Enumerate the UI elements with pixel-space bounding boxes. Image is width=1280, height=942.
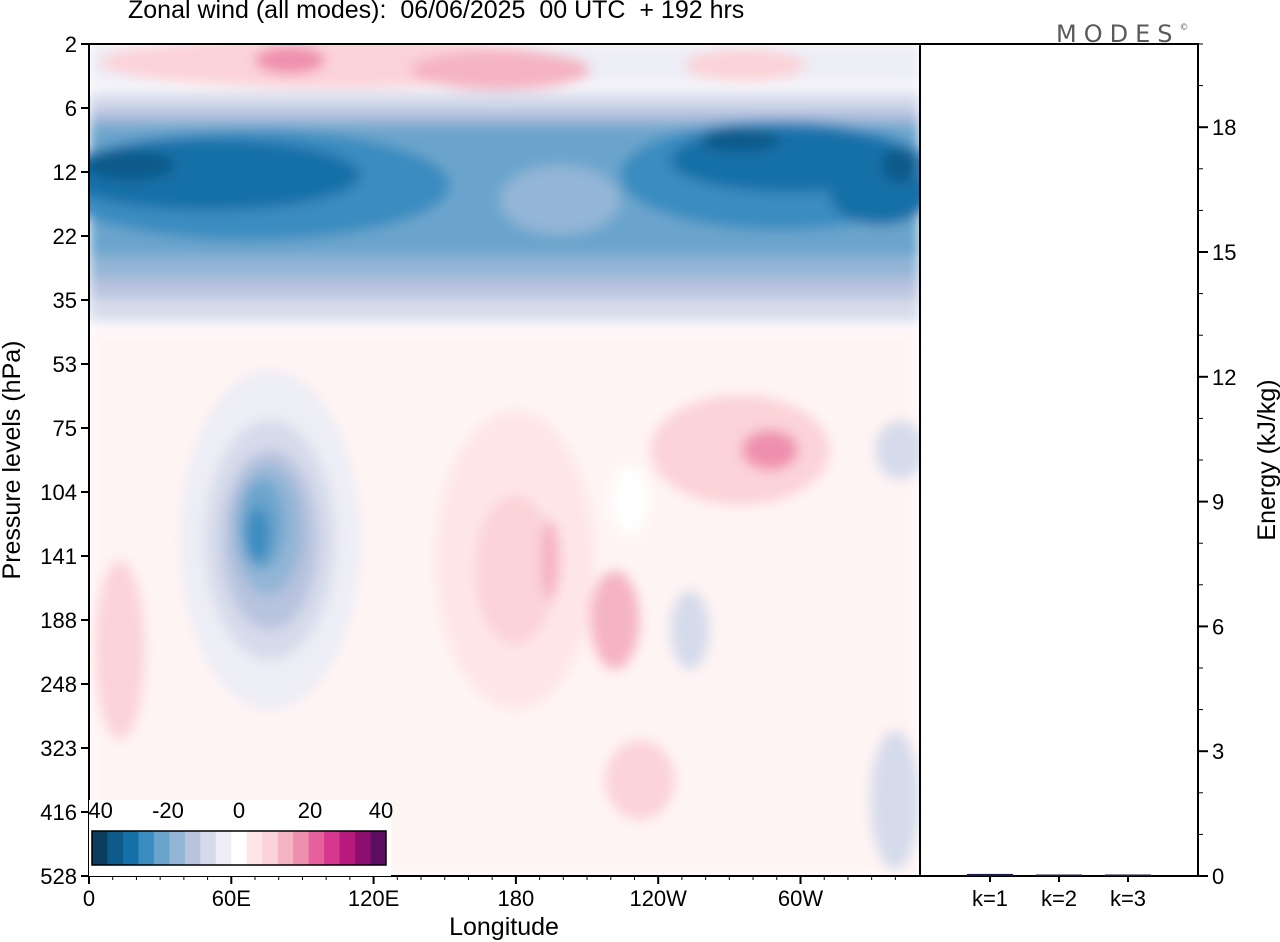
y-tick-label: 188	[40, 608, 77, 633]
colorbar-swatch	[231, 831, 248, 865]
y-tick-label: 248	[40, 672, 77, 697]
field-lower-pink-east-core	[742, 430, 798, 470]
field-lower-pink-west	[95, 560, 145, 740]
colorbar-swatch	[153, 831, 170, 865]
x-tick-label: 120E	[348, 886, 399, 911]
x-tick-label: 60E	[212, 886, 251, 911]
field-min-1	[89, 150, 175, 180]
y-axis-title: Pressure levels (hPa)	[0, 341, 26, 580]
y-tick-label: 12	[53, 160, 77, 185]
field-top-pink-max	[255, 46, 325, 74]
field-min-3	[882, 147, 918, 183]
y-tick-label: 323	[40, 736, 77, 761]
x-tick-label: 180	[498, 886, 535, 911]
colorbar-label: 40	[369, 798, 393, 823]
y-tick-label: 35	[53, 288, 77, 313]
x-axis: 0 60E 120E 180 120W 60W	[83, 876, 896, 911]
energy-bar	[1105, 874, 1151, 876]
colorbar-label: -40	[81, 798, 113, 823]
energy-tick-label: 3	[1212, 739, 1224, 764]
colorbar-swatch	[122, 831, 139, 865]
mode-axis: k=1 k=2 k=3	[972, 876, 1146, 911]
colorbar-swatch	[339, 831, 356, 865]
x-tick-label: 60W	[778, 886, 823, 911]
field-lower-blue-edge	[875, 420, 920, 480]
x-axis-title: Longitude	[449, 913, 559, 941]
colorbar-swatch	[107, 831, 124, 865]
x-tick-label: 120W	[629, 886, 687, 911]
wind-heatmap	[89, 44, 920, 876]
energy-tick-label: 12	[1212, 365, 1236, 390]
colorbar	[91, 830, 387, 866]
x-tick-label: 0	[83, 886, 95, 911]
colorbar-swatch	[215, 831, 232, 865]
field-lower-blue-east	[670, 590, 710, 670]
y-tick-label: 416	[40, 800, 77, 825]
energy-bar	[967, 873, 1013, 876]
field-top-pink-east	[685, 49, 805, 81]
field-lower-blue-bottom	[870, 730, 920, 870]
colorbar-label: 20	[298, 798, 322, 823]
y-tick-label: 2	[65, 32, 77, 57]
energy-tick-label: 18	[1212, 115, 1236, 140]
colorbar-swatch	[308, 831, 325, 865]
brand-mark: ©	[1179, 23, 1189, 33]
colorbar-swatch	[277, 831, 294, 865]
colorbar-label: 0	[233, 798, 245, 823]
energy-bars	[967, 873, 1151, 876]
colorbar-swatch	[92, 831, 108, 865]
colorbar-swatch	[370, 831, 387, 865]
y-axis: 2 6 12 22 35 53 75 104 141 188 248 323 416 528	[40, 32, 89, 889]
field-min-2	[700, 128, 780, 152]
field-band-gap	[500, 165, 620, 235]
y-tick-label: 75	[53, 416, 77, 441]
colorbar-swatch	[138, 831, 155, 865]
y-tick-label: 22	[53, 224, 77, 249]
field-top-pink-core	[410, 50, 590, 90]
y-tick-label: 141	[40, 544, 77, 569]
mode-label: k=3	[1110, 886, 1146, 911]
colorbar-swatch	[355, 831, 372, 865]
energy-panel	[919, 43, 1199, 877]
energy-tick-label: 6	[1212, 614, 1224, 639]
y-tick-label: 104	[40, 480, 77, 505]
colorbar-label: -20	[152, 798, 184, 823]
colorbar-labels: -40 -20 0 20 40	[81, 798, 393, 823]
colorbar-swatch	[324, 831, 341, 865]
energy-axis-title: Energy (kJ/kg)	[1253, 379, 1280, 540]
colorbar-swatch	[262, 831, 279, 865]
field-lower-pink-east	[650, 395, 830, 505]
colorbar-swatch	[200, 831, 217, 865]
energy-tick-label: 0	[1212, 864, 1224, 889]
field-lower-pink-bottom	[605, 740, 675, 820]
y-tick-label: 53	[53, 352, 77, 377]
energy-axis: 0 3 6 9 12 15 18	[1198, 43, 1236, 889]
field-lower-pink-2	[475, 495, 555, 645]
colorbar-swatch	[246, 831, 263, 865]
field-lower-pink-3	[540, 520, 560, 600]
colorbar-frame	[91, 830, 387, 866]
y-tick-label: 6	[65, 96, 77, 121]
energy-tick-label: 15	[1212, 240, 1236, 265]
chart-title: Zonal wind (all modes): 06/06/2025 00 UT…	[128, 0, 745, 24]
energy-bar	[1036, 874, 1082, 876]
field-lower-white-gap	[612, 465, 648, 535]
energy-tick-label: 9	[1212, 490, 1224, 515]
y-tick-label: 528	[40, 864, 77, 889]
colorbar-swatch	[293, 831, 310, 865]
colorbar-swatch	[169, 831, 186, 865]
contour-field	[89, 44, 920, 876]
field-lower-pink-4	[590, 570, 640, 670]
colorbar-swatch	[184, 831, 201, 865]
field-lower-west-6	[246, 507, 270, 563]
mode-label: k=2	[1041, 886, 1077, 911]
mode-label: k=1	[972, 886, 1008, 911]
